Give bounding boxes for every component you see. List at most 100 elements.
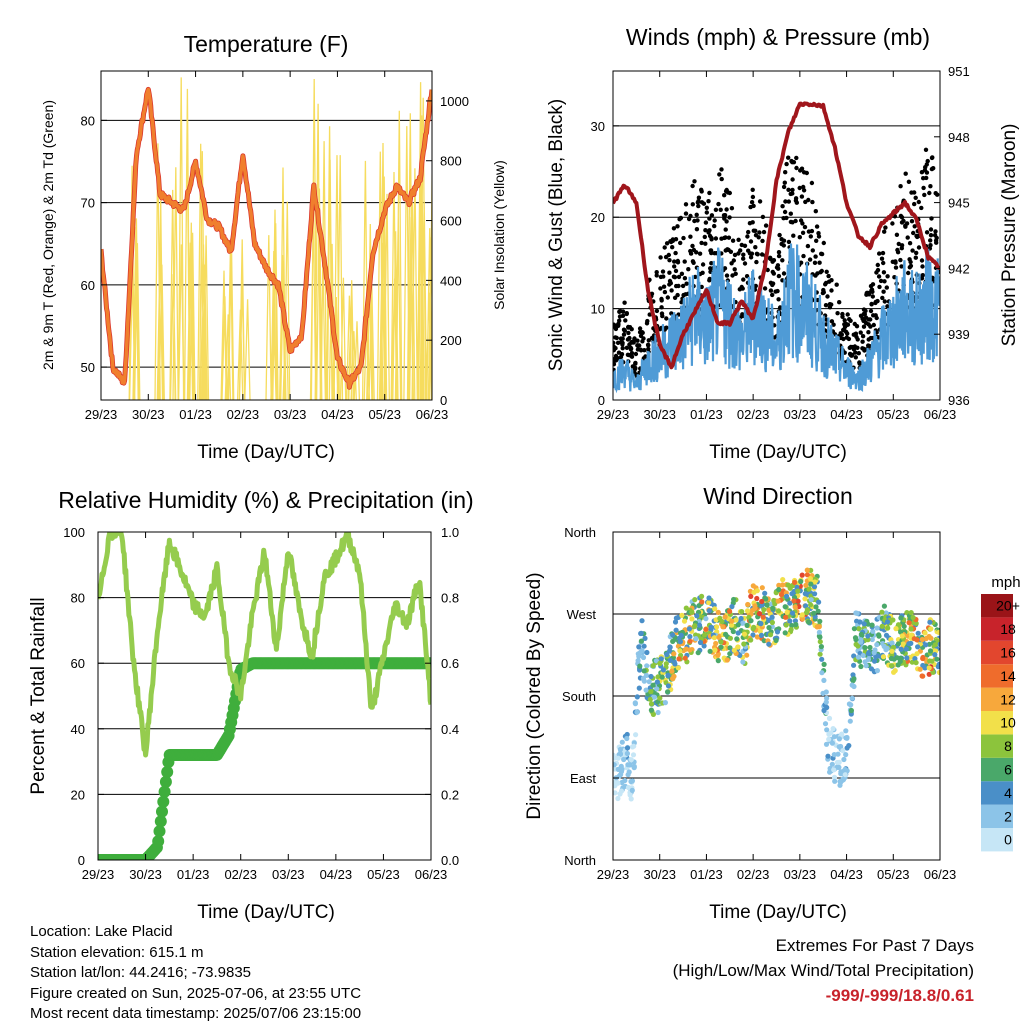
- gust-point: [658, 286, 663, 291]
- humidity-ylabel: Percent & Total Rainfall: [28, 597, 49, 794]
- gust-point: [770, 282, 775, 288]
- gust-point: [722, 193, 727, 198]
- gust-point: [776, 273, 782, 279]
- station-elevation: Station elevation: 615.1 m: [30, 943, 204, 961]
- gust-point: [688, 248, 693, 254]
- gust-point: [682, 259, 687, 264]
- direction-point: [923, 642, 929, 648]
- direction-point: [706, 599, 712, 606]
- direction-point: [778, 592, 785, 598]
- direction-point: [750, 632, 756, 638]
- direction-point: [915, 630, 921, 636]
- gust-point: [768, 255, 773, 260]
- gust-point: [626, 330, 631, 336]
- precip-point: [153, 825, 166, 838]
- gust-point: [613, 353, 619, 359]
- gust-point: [903, 223, 908, 228]
- direction-point: [792, 579, 798, 586]
- gust-point: [801, 188, 807, 193]
- gust-point: [696, 203, 701, 209]
- gust-point: [860, 339, 865, 344]
- direction-point: [748, 593, 754, 600]
- gust-point: [741, 252, 746, 257]
- direction-point: [701, 643, 707, 649]
- gust-point: [646, 346, 651, 352]
- gust-point: [847, 345, 852, 350]
- humidity-xlabel: Time (Day/UTC): [197, 902, 335, 923]
- direction-series: [613, 567, 940, 802]
- gust-point: [691, 247, 697, 253]
- gust-point: [914, 250, 919, 256]
- gust-point: [719, 176, 724, 182]
- direction-point: [643, 687, 649, 693]
- gust-point: [703, 220, 709, 225]
- gust-point: [919, 258, 925, 263]
- humidity-ticks: 0 20 40 60 80 100 0.0 0.2 0.4 0.6 0.8 1.0 29/23 30/23…: [63, 525, 459, 882]
- direction-point: [625, 784, 632, 791]
- direction-point: [936, 669, 940, 676]
- direction-point: [783, 614, 789, 620]
- direction-point: [783, 622, 789, 628]
- direction-point: [922, 665, 928, 671]
- direction-point: [865, 633, 871, 639]
- direction-point: [927, 619, 933, 625]
- gust-point: [683, 202, 689, 207]
- x-tick-label: 06/23: [924, 867, 957, 882]
- direction-point: [631, 763, 637, 770]
- gust-point: [848, 318, 853, 323]
- gust-point: [881, 260, 886, 266]
- direction-point: [717, 615, 723, 621]
- gust-point: [797, 235, 802, 240]
- winds-ylabel: Sonic Wind & Gust (Blue, Black): [546, 99, 567, 371]
- gust-point: [642, 348, 647, 353]
- gust-point: [816, 234, 822, 239]
- legend-swatch: [981, 664, 1013, 688]
- y-tick-label: West: [567, 607, 597, 622]
- direction-point: [869, 636, 875, 643]
- x-tick-label: 05/23: [368, 407, 401, 422]
- gust-point: [708, 248, 713, 253]
- direction-point: [754, 588, 760, 594]
- gust-point: [617, 318, 622, 323]
- direction-point: [823, 689, 829, 695]
- gust-point: [781, 216, 786, 221]
- gust-point: [893, 265, 899, 270]
- direction-point: [901, 623, 907, 629]
- gust-point: [929, 166, 935, 172]
- x-tick-label: 30/23: [643, 407, 676, 422]
- y2-tick-label: 0.0: [441, 853, 459, 868]
- gust-point: [699, 240, 704, 246]
- direction-point: [699, 599, 705, 605]
- gust-point: [726, 235, 732, 240]
- direction-point: [667, 657, 673, 664]
- gust-point: [935, 192, 940, 197]
- gust-point: [673, 250, 678, 256]
- x-tick-label: 02/23: [737, 407, 770, 422]
- direction-point: [615, 795, 621, 802]
- y-tick-label: North: [564, 525, 596, 540]
- gust-point: [786, 239, 792, 245]
- gust-point: [629, 339, 634, 345]
- gust-point: [863, 308, 868, 314]
- gust-point: [672, 275, 678, 280]
- direction-point: [849, 695, 855, 701]
- gust-point: [877, 284, 882, 290]
- direction-point: [831, 752, 837, 758]
- gust-point: [672, 259, 677, 264]
- gust-point: [875, 267, 881, 273]
- precip-point: [158, 785, 171, 798]
- gust-point: [829, 319, 835, 324]
- legend-label: 4: [1004, 785, 1012, 801]
- gust-point: [923, 147, 929, 152]
- gust-point: [654, 308, 660, 314]
- gust-point: [755, 252, 760, 257]
- gust-point: [662, 289, 668, 295]
- gust-point: [933, 229, 938, 234]
- direction-point: [664, 651, 670, 658]
- y-tick-label: 0: [78, 853, 85, 868]
- x-tick-label: 30/23: [129, 867, 162, 882]
- gust-point: [821, 290, 826, 295]
- direction-point: [712, 647, 718, 653]
- direction-point: [727, 635, 734, 641]
- direction-point: [926, 633, 932, 640]
